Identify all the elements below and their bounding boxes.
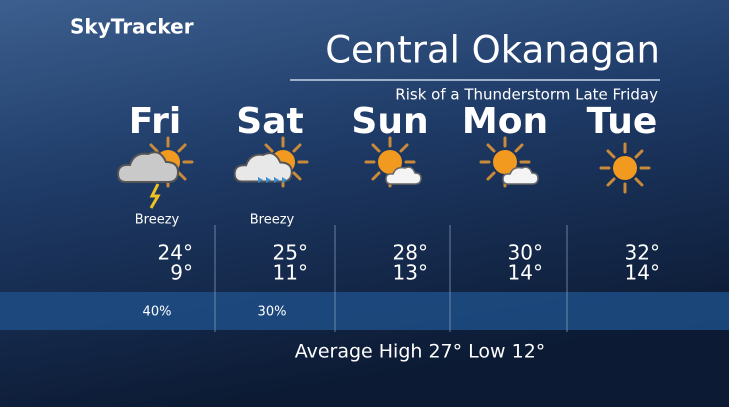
high-temp: 24° — [158, 241, 193, 265]
title: Central Okanagan — [325, 29, 660, 72]
low-temp: 9° — [170, 261, 193, 285]
subtitle: Risk of a Thunderstorm Late Friday — [395, 86, 658, 104]
day-name: Mon — [462, 101, 548, 142]
precip-chance: 40% — [143, 305, 172, 320]
precip-chance: 30% — [258, 305, 287, 320]
low-temp: 11° — [273, 261, 308, 285]
pop-band — [0, 292, 729, 330]
day-note: Breezy — [250, 213, 295, 228]
day-name: Fri — [129, 101, 181, 142]
high-temp: 32° — [625, 241, 660, 265]
low-temp: 14° — [508, 261, 543, 285]
high-temp: 25° — [273, 241, 308, 265]
day-note: Breezy — [135, 213, 180, 228]
column-dividers — [214, 225, 568, 332]
brand: SkyTracker — [70, 15, 194, 39]
day-name: Tue — [587, 101, 658, 142]
high-temp: 30° — [508, 241, 543, 265]
low-temp: 13° — [393, 261, 428, 285]
high-temp: 28° — [393, 241, 428, 265]
day-name: Sat — [236, 101, 303, 142]
day-name: Sun — [351, 101, 428, 142]
icons — [117, 136, 651, 209]
day-columns: Fri Breezy 24°9° 40% Sat Breezy 25°11° 30% Sun 28… — [129, 101, 660, 320]
footer: Average High 27° Low 12° — [295, 341, 546, 363]
low-temp: 14° — [625, 261, 660, 285]
